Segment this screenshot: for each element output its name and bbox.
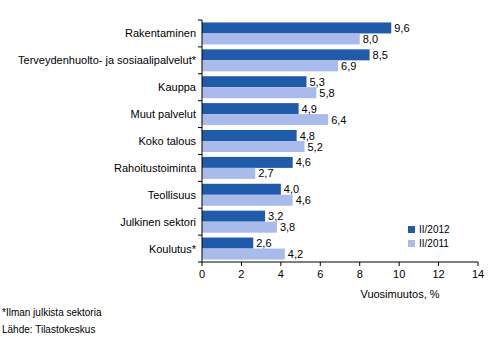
axis-label: Vuosimuutos, % bbox=[360, 288, 439, 300]
data-label: 4,9 bbox=[302, 103, 317, 115]
tick-label: 8 bbox=[357, 268, 363, 280]
category-label: Muut palvelut bbox=[131, 108, 196, 120]
legend: II/2012 II/2011 bbox=[408, 224, 450, 249]
category-label: Rahoitustoiminta bbox=[114, 162, 197, 174]
data-label: 4,6 bbox=[296, 156, 311, 168]
category-label: Rakentaminen bbox=[125, 27, 196, 39]
tick-mark bbox=[359, 262, 360, 266]
bar bbox=[202, 195, 293, 206]
chart: 9,68,08,56,95,35,84,96,44,85,24,62,74,04… bbox=[0, 0, 499, 342]
data-label: 8,0 bbox=[363, 33, 378, 45]
bar bbox=[202, 130, 297, 141]
legend-label: II/2012 bbox=[419, 224, 450, 235]
tick-label: 0 bbox=[199, 268, 205, 280]
category-tick bbox=[198, 100, 202, 101]
bar bbox=[202, 87, 316, 98]
data-label: 8,5 bbox=[373, 49, 388, 61]
annotation: *Ilman julkista sektoria bbox=[2, 307, 102, 318]
category-tick bbox=[198, 46, 202, 47]
tick-mark bbox=[478, 262, 479, 266]
data-label: 6,9 bbox=[341, 60, 356, 72]
data-label: 5,8 bbox=[319, 87, 334, 99]
bar bbox=[202, 222, 277, 233]
bar bbox=[202, 60, 338, 71]
bar bbox=[202, 114, 328, 125]
category-label: Koulutus* bbox=[149, 243, 197, 255]
category-label: Terveydenhuolto- ja sosiaalipalvelut* bbox=[18, 54, 197, 66]
data-labels: 9,68,08,56,95,35,84,96,44,85,24,62,74,04… bbox=[256, 22, 409, 260]
category-tick bbox=[198, 20, 202, 21]
legend-swatch bbox=[408, 226, 415, 233]
category-tick bbox=[198, 262, 202, 263]
legend-swatch bbox=[408, 240, 415, 247]
tick-label: 4 bbox=[278, 268, 284, 280]
tick-label: 10 bbox=[393, 268, 405, 280]
bar bbox=[202, 249, 285, 260]
category-label: Kauppa bbox=[158, 81, 197, 93]
bars bbox=[202, 22, 391, 259]
bar bbox=[202, 184, 281, 195]
tick-label: 2 bbox=[238, 268, 244, 280]
data-label: 2,7 bbox=[258, 167, 273, 179]
category-tick bbox=[198, 181, 202, 182]
bar bbox=[202, 49, 370, 60]
data-label: 4,2 bbox=[288, 248, 303, 260]
category-label: Teollisuus bbox=[148, 189, 197, 201]
category-label: Koko talous bbox=[139, 135, 197, 147]
tick-mark bbox=[241, 262, 242, 266]
category-tick bbox=[198, 127, 202, 128]
x-axis bbox=[202, 262, 478, 263]
bar bbox=[202, 157, 293, 168]
bar bbox=[202, 103, 299, 114]
data-label: 6,4 bbox=[331, 114, 346, 126]
tick-mark bbox=[280, 262, 281, 266]
tick-mark bbox=[438, 262, 439, 266]
bar bbox=[202, 33, 360, 44]
category-tick bbox=[198, 235, 202, 236]
y-axis bbox=[202, 20, 203, 262]
data-label: 3,8 bbox=[280, 221, 295, 233]
data-label: 2,6 bbox=[256, 237, 271, 249]
category-tick bbox=[198, 208, 202, 209]
tick-label: 6 bbox=[317, 268, 323, 280]
bar bbox=[202, 76, 306, 87]
data-label: 5,2 bbox=[308, 141, 323, 153]
tick-mark bbox=[399, 262, 400, 266]
bar bbox=[202, 168, 255, 179]
category-label: Julkinen sektori bbox=[120, 216, 196, 228]
tick-mark bbox=[320, 262, 321, 266]
bar bbox=[202, 238, 253, 249]
bar bbox=[202, 211, 265, 222]
data-label: 4,6 bbox=[296, 194, 311, 206]
legend-label: II/2011 bbox=[419, 238, 449, 249]
category-tick bbox=[198, 154, 202, 155]
tick-mark bbox=[202, 262, 203, 266]
data-label: 9,6 bbox=[394, 22, 409, 34]
tick-label: 14 bbox=[472, 268, 484, 280]
bar bbox=[202, 22, 391, 33]
category-tick bbox=[198, 73, 202, 74]
tick-label: 12 bbox=[432, 268, 444, 280]
bar bbox=[202, 141, 305, 152]
annotation: Lähde: Tilastokeskus bbox=[2, 324, 95, 335]
